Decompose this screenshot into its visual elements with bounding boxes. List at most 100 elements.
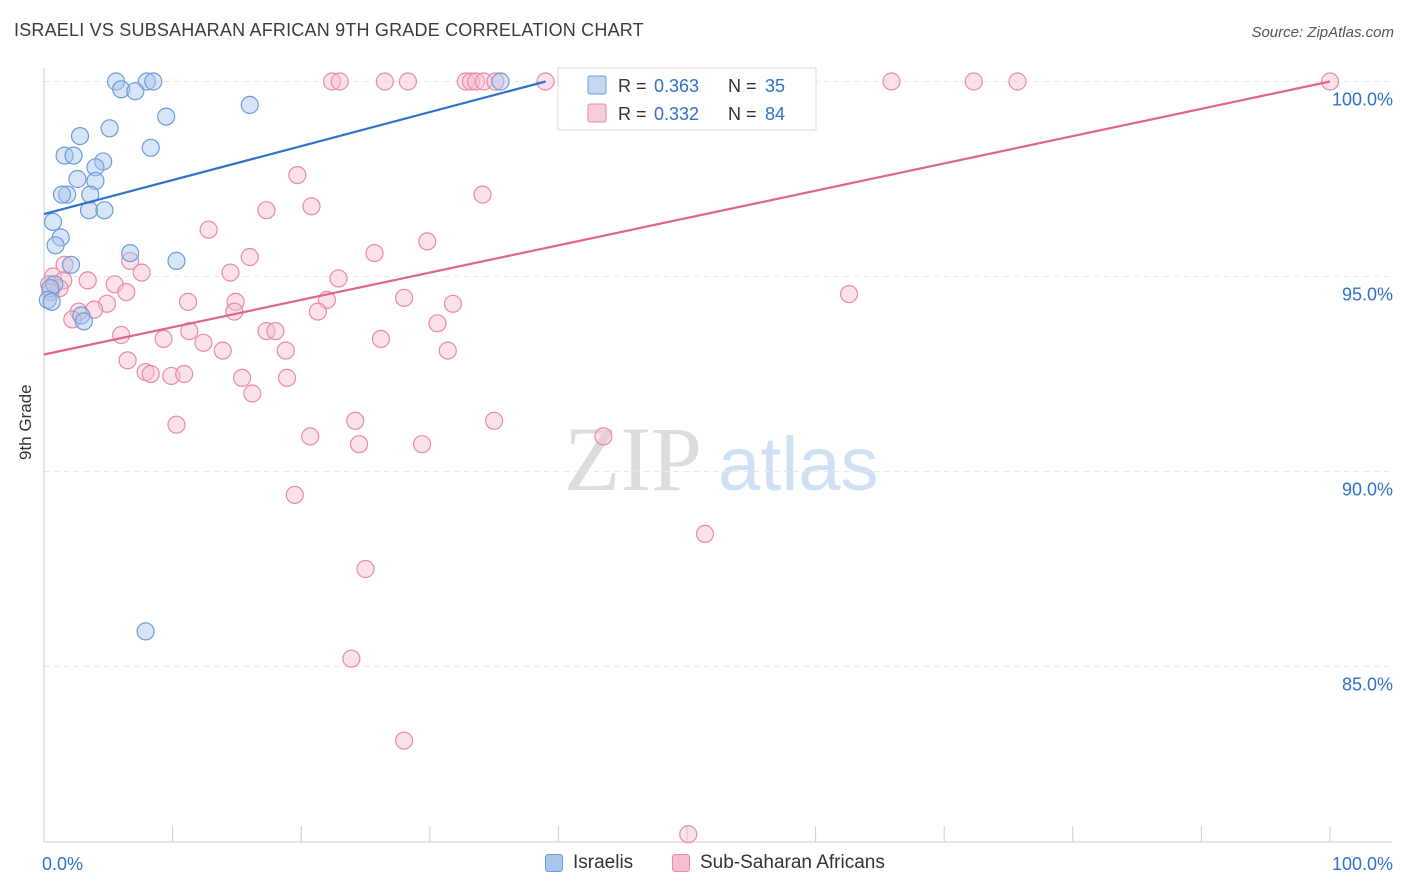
- legend-label-sub-saharan-africans: Sub-Saharan Africans: [700, 852, 885, 873]
- stats-r-label-sub-saharan: R =: [618, 104, 647, 124]
- sub-saharan-point: [356, 559, 375, 579]
- legend-item-sub-saharan-africans[interactable]: Sub-Saharan Africans: [672, 852, 885, 874]
- sub-saharan-point: [418, 232, 437, 251]
- israelis-point: [42, 292, 61, 311]
- israelis-point: [95, 201, 114, 220]
- sub-saharan-point: [226, 292, 245, 311]
- stats-legend-swatch-israelis: [587, 75, 607, 95]
- israelis-point: [137, 72, 156, 91]
- sub-saharan-point: [243, 384, 262, 403]
- israelis-point: [112, 80, 131, 99]
- israelis-point: [43, 212, 63, 231]
- sub-saharan-point: [55, 255, 74, 274]
- sub-saharan-point: [63, 310, 82, 329]
- sub-saharan-point: [839, 284, 859, 304]
- y-tick-label: 100.0%: [1332, 90, 1393, 110]
- sub-saharan-point: [964, 72, 983, 91]
- israelis-point: [121, 244, 140, 263]
- sub-saharan-point: [199, 220, 218, 239]
- sub-saharan-point: [277, 368, 297, 387]
- israelis-point: [240, 95, 259, 115]
- sub-saharan-point: [225, 302, 244, 321]
- sub-saharan-point: [394, 731, 414, 750]
- sub-saharan-point: [428, 314, 447, 333]
- israelis-point: [46, 236, 65, 255]
- sub-saharan-point: [175, 364, 194, 384]
- sub-saharan-point: [213, 341, 232, 360]
- israelis-point: [61, 255, 81, 274]
- sub-saharan-point: [322, 72, 342, 91]
- x-tick-label: 0.0%: [42, 854, 83, 874]
- sub-saharan-point: [342, 649, 361, 668]
- sub-saharan-point: [365, 244, 384, 263]
- israelis-point: [64, 146, 83, 165]
- sub-saharan-point: [240, 247, 259, 267]
- sub-saharan-point: [132, 263, 151, 282]
- sub-saharan-point: [398, 72, 418, 91]
- sub-saharan-point: [456, 72, 475, 91]
- sub-saharan-point: [330, 72, 349, 91]
- sub-saharan-point: [232, 368, 252, 387]
- sub-saharan-point: [371, 329, 391, 348]
- israelis-point: [126, 82, 145, 101]
- sub-saharan-point: [329, 269, 348, 288]
- sub-saharan-point: [438, 341, 457, 360]
- watermark-zip: ZIP: [564, 408, 702, 510]
- sub-saharan-point: [486, 72, 505, 91]
- israelis-point: [136, 622, 155, 641]
- sub-saharan-point: [346, 411, 365, 430]
- axes: [43, 68, 1392, 843]
- stats-legend-swatch-sub-saharan: [587, 103, 607, 123]
- chart-title: ISRAELI VS SUBSAHARAN AFRICAN 9TH GRADE …: [14, 20, 644, 40]
- israelis-point: [70, 127, 90, 146]
- legend-item-israelis[interactable]: Israelis: [545, 852, 633, 874]
- sub-saharan-point: [276, 341, 295, 360]
- sub-saharan-point: [285, 485, 304, 504]
- watermark: ZIP atlas: [564, 408, 879, 510]
- legend-label-israelis: Israelis: [573, 852, 634, 873]
- sub-saharan-point: [266, 322, 285, 341]
- sub-saharan-point: [121, 251, 140, 270]
- sub-saharan-point: [301, 427, 320, 446]
- stats-n-value-israelis: 35: [765, 76, 785, 96]
- israelis-point: [157, 107, 176, 126]
- x-tick-label: 100.0%: [1332, 854, 1393, 874]
- stats-n-label-israelis: N =: [728, 76, 757, 96]
- israelis-point: [68, 169, 87, 189]
- series-sub-saharan-africans: [40, 72, 1340, 844]
- trend-line-sub-saharan-africans: [43, 80, 1331, 356]
- sub-saharan-point: [221, 263, 240, 282]
- stats-n-label-sub-saharan: N =: [728, 104, 757, 124]
- sub-saharan-point: [118, 351, 137, 370]
- sub-saharan-point: [695, 524, 715, 544]
- sub-saharan-point: [349, 435, 369, 454]
- legend-swatch-israelis: [545, 854, 563, 872]
- sub-saharan-point: [882, 72, 901, 91]
- legend-swatch-sub-saharan-africans: [672, 854, 690, 872]
- israelis-point: [41, 279, 60, 298]
- sub-saharan-point: [485, 411, 504, 430]
- israelis-point: [86, 158, 105, 177]
- sub-saharan-point: [112, 325, 131, 345]
- israelis-point: [74, 312, 93, 331]
- stats-r-value-sub-saharan: 0.332: [654, 104, 699, 124]
- sub-saharan-point: [594, 427, 613, 446]
- watermark-atlas: atlas: [718, 422, 879, 507]
- stats-legend: R = 0.363 N = 35 R = 0.332 N = 84: [557, 67, 817, 131]
- stats-n-value-sub-saharan: 84: [765, 104, 785, 124]
- israelis-point: [167, 251, 186, 270]
- tick-labels: 100.0% 95.0% 90.0% 85.0% 0.0% 100.0%: [42, 90, 1393, 875]
- israelis-point: [491, 72, 510, 91]
- y-tick-label: 95.0%: [1342, 285, 1393, 305]
- sub-saharan-point: [679, 825, 698, 844]
- sub-saharan-point: [473, 185, 492, 204]
- trend-line-israelis: [43, 80, 546, 216]
- stats-r-value-israelis: 0.363: [654, 76, 699, 96]
- stats-r-label-israelis: R =: [618, 76, 647, 96]
- sub-saharan-point: [194, 333, 213, 352]
- sub-saharan-point: [167, 415, 186, 434]
- sub-saharan-point: [375, 72, 394, 91]
- sub-saharan-point: [257, 201, 276, 220]
- sub-saharan-point: [78, 271, 97, 290]
